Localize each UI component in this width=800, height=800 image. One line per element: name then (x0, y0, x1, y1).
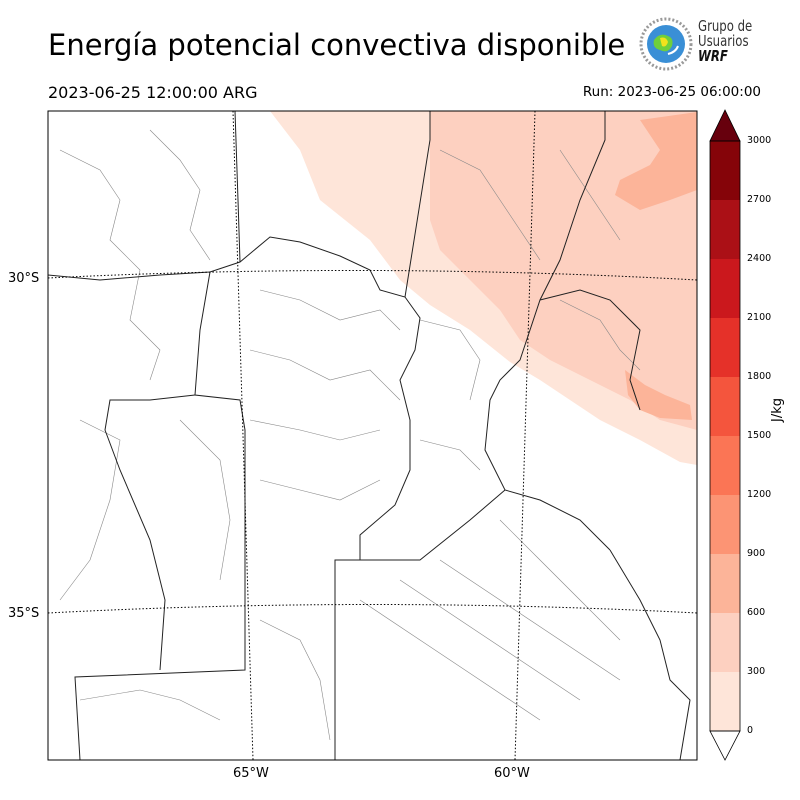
lon-label-65w: 65°W (233, 766, 269, 781)
colorbar-segment (710, 141, 740, 200)
colorbar-segment (710, 672, 740, 731)
colorbar-label: J/kg (770, 398, 785, 422)
colorbar-frame (709, 140, 741, 732)
colorbar-tick-label: 1800 (747, 371, 772, 382)
colorbar (709, 109, 741, 761)
logo-line-3: WRF (698, 47, 728, 65)
colorbar-tick-label: 2700 (747, 194, 772, 205)
valid-time: 2023-06-25 12:00:00 ARG (48, 83, 258, 102)
colorbar-tick-label: 2400 (747, 253, 772, 264)
lat-30s-line (47, 269, 698, 281)
logo-line-2: Usuarios (698, 32, 749, 50)
map-frame (47, 110, 698, 761)
colorbar-tick-label: 600 (747, 607, 766, 618)
lon-label-60w: 60°W (494, 766, 530, 781)
colorbar-segment (710, 259, 740, 318)
colorbar-tick-label: 3000 (747, 135, 772, 146)
colorbar-tick-label: 300 (747, 666, 766, 677)
colorbar-tick-label: 1200 (747, 489, 772, 500)
colorbar-segment (710, 436, 740, 495)
lat-label-30s: 30°S (8, 271, 40, 286)
colorbar-segment (710, 554, 740, 613)
cape-shading (270, 111, 697, 465)
globe-logo-icon (639, 17, 693, 71)
colorbar-segment (710, 613, 740, 672)
logo-text: Grupo de Usuarios WRF (698, 19, 752, 64)
lat-label-35s: 35°S (8, 606, 40, 621)
colorbar-tick-label: 0 (747, 725, 754, 736)
colorbar-segment (710, 377, 740, 436)
colorbar-extend-min (709, 730, 741, 761)
logo-line-1: Grupo de (698, 17, 753, 35)
graticule (47, 110, 698, 761)
colorbar-tick-label: 2100 (747, 312, 772, 323)
colorbar-extend-max (709, 109, 741, 142)
map-title: Energía potencial convectiva disponible (48, 28, 626, 62)
colorbar-segments (710, 141, 740, 731)
colorbar-tick-label: 1500 (747, 430, 772, 441)
colorbar-segment (710, 200, 740, 259)
colorbar-segment (710, 318, 740, 377)
colorbar-segment (710, 495, 740, 554)
colorbar-tick-label: 900 (747, 548, 766, 559)
lat-35s-line (47, 604, 698, 614)
run-time: Run: 2023-06-25 06:00:00 (582, 84, 761, 100)
wrf-logo: Grupo de Usuarios WRF (638, 16, 758, 74)
